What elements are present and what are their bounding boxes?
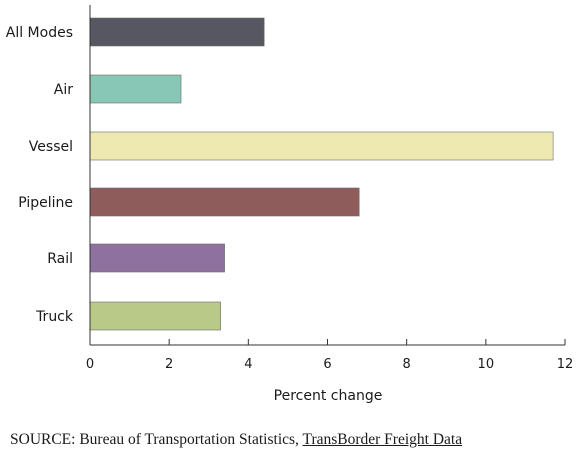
x-tick-label-10: 10 xyxy=(478,357,495,372)
source-note: SOURCE: Bureau of Transportation Statist… xyxy=(10,431,462,449)
category-labels: All Modes Air Vessel Pipeline Rail Truck xyxy=(6,25,74,325)
x-tick-label-8: 8 xyxy=(403,357,411,372)
bar-truck xyxy=(89,301,221,331)
category-label-vessel: Vessel xyxy=(29,139,73,155)
axes xyxy=(89,5,565,346)
bar-air xyxy=(89,74,182,104)
category-label-truck: Truck xyxy=(35,309,74,325)
bar-vessel xyxy=(89,131,554,161)
bar-rail xyxy=(89,243,225,273)
bar-pipeline xyxy=(89,187,360,217)
x-tick-label-4: 4 xyxy=(244,357,252,372)
source-link[interactable]: TransBorder Freight Data xyxy=(302,431,463,448)
category-label-rail: Rail xyxy=(47,251,73,267)
category-label-air: Air xyxy=(54,82,73,98)
category-label-all-modes: All Modes xyxy=(6,25,73,41)
x-axis-title: Percent change xyxy=(274,388,383,404)
x-axis-ticks: 0 2 4 6 8 10 12 xyxy=(86,339,573,372)
x-tick-label-6: 6 xyxy=(323,357,331,372)
x-tick-label-0: 0 xyxy=(86,357,94,372)
x-tick-label-12: 12 xyxy=(557,357,574,372)
bar-all-modes xyxy=(89,17,265,47)
bars-layer xyxy=(89,17,554,331)
source-prefix: SOURCE: Bureau of Transportation Statist… xyxy=(10,431,303,448)
x-tick-label-2: 2 xyxy=(165,357,173,372)
category-label-pipeline: Pipeline xyxy=(18,195,73,211)
bar-chart: All Modes Air Vessel Pipeline Rail Truck 0 2 4 6… xyxy=(6,5,573,404)
